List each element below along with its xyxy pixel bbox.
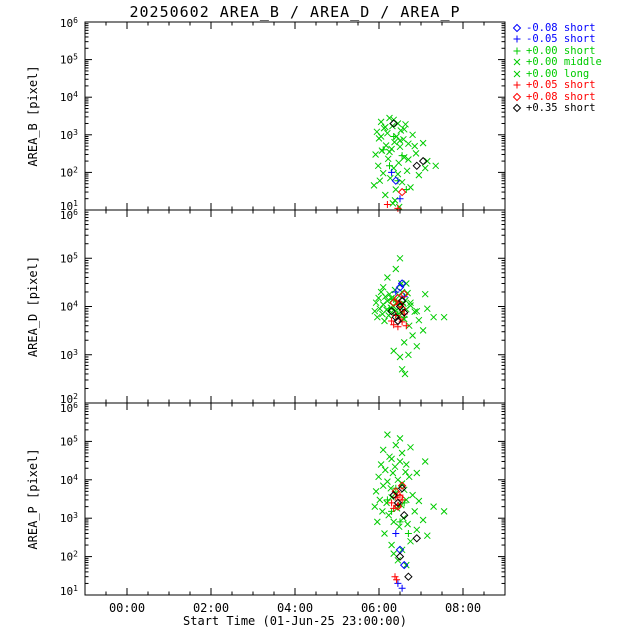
svg-text:103: 103 [60,128,78,142]
svg-text:AREA_P [pixel]: AREA_P [pixel] [26,448,40,549]
svg-text:104: 104 [60,300,78,314]
svg-text:106: 106 [60,16,78,30]
legend-label: +0.05 short [526,79,596,92]
legend-item: +0.08 short [511,91,602,103]
legend: -0.08 short -0.05 short +0.00 short +0.00 m… [511,22,602,114]
svg-text:106: 106 [60,208,78,222]
x-marker-icon [513,58,521,66]
legend-item: -0.08 short [511,22,602,34]
plus-marker-icon [513,47,521,55]
diamond-marker-icon [512,92,522,101]
svg-text:04:00: 04:00 [277,601,313,615]
svg-text:02:00: 02:00 [193,601,229,615]
svg-text:102: 102 [60,550,78,564]
diamond-marker-icon [512,23,522,32]
chart-title: 20250602 AREA_B / AREA_D / AREA_P [129,3,461,21]
svg-text:104: 104 [60,90,78,104]
svg-text:00:00: 00:00 [109,601,145,615]
svg-text:AREA_B [pixel]: AREA_B [pixel] [26,65,40,166]
plus-marker-icon [513,81,521,89]
legend-label: +0.00 short [526,44,596,57]
x-marker-icon [513,70,521,78]
x-axis-title: Start Time (01-Jun-25 23:00:00) [183,614,407,628]
legend-label: -0.08 short [526,21,596,34]
svg-text:106: 106 [60,401,78,415]
svg-text:AREA_D [pixel]: AREA_D [pixel] [26,256,40,357]
svg-text:103: 103 [60,511,78,525]
diamond-marker-icon [512,104,522,113]
legend-item: -0.05 short [511,33,602,46]
legend-label: +0.00 middle [526,56,602,69]
legend-item: +0.05 short [511,79,602,92]
legend-item: +0.00 short [511,45,602,57]
legend-item: +0.00 long [511,68,602,80]
svg-text:105: 105 [60,251,78,265]
svg-text:101: 101 [60,584,78,598]
plus-marker-icon [513,35,521,43]
svg-text:104: 104 [60,473,78,487]
legend-label: +0.35 short [526,102,596,115]
svg-text:102: 102 [60,165,78,179]
legend-label: +0.00 long [526,67,590,80]
legend-item: +0.35 short [511,102,602,115]
svg-text:105: 105 [60,434,78,448]
legend-label: +0.08 short [526,90,596,103]
svg-text:103: 103 [60,348,78,362]
svg-text:08:00: 08:00 [445,601,481,615]
svg-text:105: 105 [60,53,78,67]
svg-text:06:00: 06:00 [361,601,397,615]
legend-item: +0.00 middle [511,56,602,69]
legend-label: -0.05 short [526,33,596,46]
